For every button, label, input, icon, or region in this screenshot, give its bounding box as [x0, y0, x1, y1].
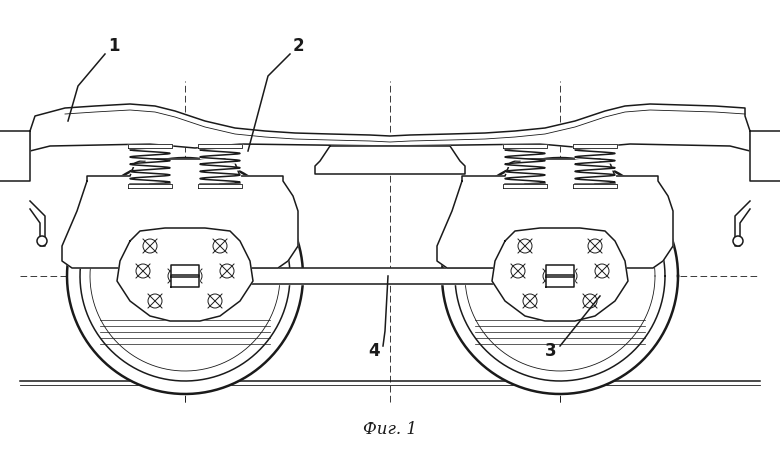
Polygon shape — [185, 268, 560, 284]
Polygon shape — [171, 275, 199, 287]
Polygon shape — [750, 131, 780, 181]
Circle shape — [733, 236, 743, 246]
Polygon shape — [117, 228, 253, 321]
Polygon shape — [546, 265, 574, 277]
Text: 1: 1 — [108, 37, 119, 55]
Polygon shape — [573, 144, 617, 148]
Polygon shape — [540, 256, 580, 296]
Polygon shape — [128, 144, 172, 148]
Polygon shape — [546, 275, 574, 287]
Polygon shape — [171, 265, 199, 277]
Text: 4: 4 — [368, 342, 380, 360]
Polygon shape — [62, 159, 298, 291]
Polygon shape — [198, 144, 242, 148]
Polygon shape — [492, 228, 628, 321]
Polygon shape — [198, 184, 242, 188]
Polygon shape — [30, 104, 750, 151]
Circle shape — [37, 236, 47, 246]
Polygon shape — [503, 144, 547, 148]
Polygon shape — [185, 264, 197, 288]
Polygon shape — [315, 146, 465, 174]
Text: 3: 3 — [545, 342, 557, 360]
Polygon shape — [735, 201, 750, 246]
Text: Фиг. 1: Фиг. 1 — [363, 420, 417, 437]
Polygon shape — [0, 131, 30, 181]
Polygon shape — [442, 158, 678, 394]
Polygon shape — [30, 201, 45, 246]
Polygon shape — [67, 158, 303, 394]
Polygon shape — [437, 159, 673, 291]
Polygon shape — [503, 184, 547, 188]
Polygon shape — [165, 256, 205, 296]
Text: 2: 2 — [293, 37, 305, 55]
Polygon shape — [573, 184, 617, 188]
Polygon shape — [548, 264, 560, 288]
Polygon shape — [128, 184, 172, 188]
